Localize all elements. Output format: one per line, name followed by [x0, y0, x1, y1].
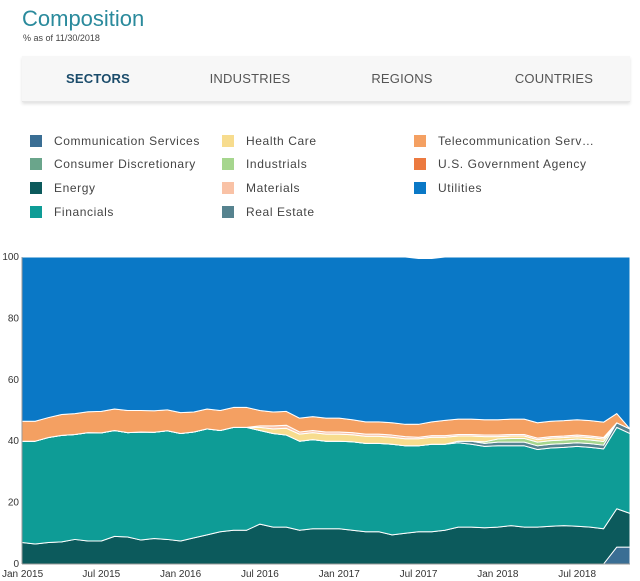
x-axis: Jan 2015 Jul 2015 Jan 2016 Jul 2016 Jan 2017…: [2, 563, 630, 580]
legend-label: Telecommunication Serv…: [438, 134, 595, 148]
legend-item-health-care[interactable]: Health Care: [222, 134, 317, 148]
legend-item-energy[interactable]: Energy: [30, 181, 96, 195]
legend-item-real-estate[interactable]: Real Estate: [222, 205, 315, 219]
legend-item-consumer-discretionary[interactable]: Consumer Discretionary: [30, 157, 196, 171]
legend-swatch: [30, 158, 42, 170]
x-tick-label: Jul 2015: [82, 569, 120, 580]
tab-regions[interactable]: REGIONS: [371, 71, 433, 86]
legend-swatch: [414, 135, 426, 147]
composition-area-chart[interactable]: 0 20 40 60 80 100 Jan 2015 Jul 2015 Jan 2016 Jul…: [0, 250, 640, 581]
legend-swatch: [30, 206, 42, 218]
x-tick-label: Jan 2016: [160, 569, 202, 580]
legend-swatch: [222, 182, 234, 194]
x-tick-label: Jan 2015: [2, 569, 44, 580]
y-axis: 0 20 40 60 80 100: [2, 252, 23, 570]
legend-item-us-government-agency[interactable]: U.S. Government Agency: [414, 157, 587, 171]
y-tick-label: 60: [8, 375, 20, 386]
tab-sectors[interactable]: SECTORS: [65, 71, 130, 86]
legend-item-industrials[interactable]: Industrials: [222, 157, 307, 171]
composition-tabs: SECTORS INDUSTRIES REGIONS COUNTRIES: [22, 56, 630, 102]
x-tick-label: Jan 2018: [477, 569, 519, 580]
legend-item-financials[interactable]: Financials: [30, 205, 114, 219]
legend-label: Financials: [54, 205, 115, 219]
legend-swatch: [414, 182, 426, 194]
legend-label: Materials: [246, 181, 301, 195]
legend-item-utilities[interactable]: Utilities: [414, 181, 482, 195]
legend-swatch: [30, 182, 42, 194]
page-title: Composition: [22, 6, 145, 31]
legend-swatch: [222, 206, 234, 218]
legend-label: U.S. Government Agency: [438, 157, 587, 171]
legend-label: Industrials: [246, 157, 308, 171]
x-tick-label: Jul 2018: [558, 569, 596, 580]
x-tick-label: Jul 2017: [400, 569, 438, 580]
tab-countries[interactable]: COUNTRIES: [514, 71, 594, 86]
y-tick-label: 20: [8, 498, 20, 509]
y-tick-label: 100: [2, 252, 19, 263]
legend-label: Health Care: [246, 134, 317, 148]
x-tick-label: Jan 2017: [319, 569, 361, 580]
y-tick-label: 40: [8, 436, 20, 447]
legend-item-telecommunication-services[interactable]: Telecommunication Serv…: [414, 134, 595, 148]
area-utilities[interactable]: [21, 256, 631, 430]
y-tick-label: 80: [8, 313, 20, 324]
legend-label: Communication Services: [54, 134, 200, 148]
y-tick-label: 0: [13, 559, 19, 570]
legend-swatch: [414, 158, 426, 170]
as-of-date: % as of 11/30/2018: [23, 33, 100, 43]
legend-swatch: [30, 135, 42, 147]
legend-item-materials[interactable]: Materials: [222, 181, 300, 195]
legend-swatch: [222, 158, 234, 170]
legend-label: Utilities: [438, 181, 483, 195]
legend-label: Consumer Discretionary: [54, 157, 196, 171]
legend-swatch: [222, 135, 234, 147]
x-tick-label: Jul 2016: [241, 569, 279, 580]
tab-industries[interactable]: INDUSTRIES: [209, 71, 291, 86]
legend-label: Energy: [54, 181, 96, 195]
legend-label: Real Estate: [246, 205, 315, 219]
legend-item-communication-services[interactable]: Communication Services: [30, 134, 200, 148]
chart-areas: [21, 256, 631, 565]
